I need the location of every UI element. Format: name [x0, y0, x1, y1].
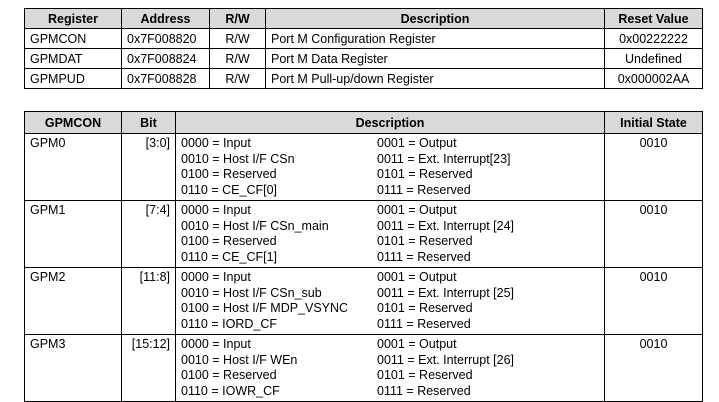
table-row: GPMPUD 0x7F008828 R/W Port M Pull-up/down R… [24, 68, 703, 89]
description-cell: 0000 = Input 0001 = Output 0010 = Host I/F… [175, 200, 605, 268]
reset-value-cell: 0x00222222 [604, 28, 703, 49]
option-item: 0111 = Reserved [377, 182, 471, 197]
table-row: GPM3 [15:12] 0000 = Input 0001 = Output 0010… [24, 334, 703, 402]
description-cell: 0000 = Input 0001 = Output 0010 = Host I/F… [175, 133, 605, 201]
header-rw: R/W [209, 8, 266, 29]
option-item: 0110 = IORD_CF [181, 316, 277, 331]
option-item: 0010 = Host I/F CSn_sub [181, 285, 322, 300]
register-name-cell: GPMCON [24, 28, 122, 49]
option-item: 0100 = Host I/F MDP_VSYNC [181, 301, 349, 315]
register-name-cell: GPMDAT [24, 48, 122, 69]
option-item: 0000 = Input [181, 270, 251, 284]
bit-range-cell: [3:0] [121, 133, 176, 201]
header-description: Description [265, 8, 605, 29]
pin-name-cell: GPM3 [24, 334, 122, 402]
option-item: 0101 = Reserved [377, 234, 473, 248]
access-cell: R/W [209, 48, 266, 69]
pin-name-cell: GPM2 [24, 267, 122, 335]
table-header-row: GPMCON Bit Description Initial State [24, 111, 703, 134]
reset-value-cell: 0x000002AA [604, 68, 703, 89]
register-name-cell: GPMPUD [24, 68, 122, 89]
option-item: 0001 = Output [377, 337, 457, 351]
description-cell: 0000 = Input 0001 = Output 0010 = Host I/F… [175, 267, 605, 335]
header-reset-value: Reset Value [604, 8, 703, 29]
option-item: 0011 = Ext. Interrupt [25] [377, 285, 515, 300]
address-cell: 0x7F008820 [121, 28, 210, 49]
option-item: 0100 = Reserved [181, 234, 277, 248]
bit-range-cell: [7:4] [121, 200, 176, 268]
access-cell: R/W [209, 68, 266, 89]
table-row: GPMDAT 0x7F008824 R/W Port M Data Register U… [24, 48, 703, 69]
option-item: 0111 = Reserved [377, 383, 471, 398]
option-item: 0010 = Host I/F WEn [181, 352, 298, 367]
initial-state-cell: 0010 [604, 133, 703, 201]
header-register: Register [24, 8, 122, 29]
table-row: GPMCON 0x7F008820 R/W Port M Configuration … [24, 28, 703, 49]
option-item: 0000 = Input [181, 203, 251, 217]
option-list: 0000 = Input 0001 = Output 0010 = Host I/F… [181, 337, 599, 399]
option-item: 0010 = Host I/F CSn [181, 151, 295, 166]
pin-name-cell: GPM0 [24, 133, 122, 201]
table-row: GPM2 [11:8] 0000 = Input 0001 = Output 0010 … [24, 267, 703, 335]
option-item: 0111 = Reserved [377, 316, 471, 331]
option-item: 0001 = Output [377, 136, 457, 150]
option-item: 0001 = Output [377, 203, 457, 217]
option-item: 0011 = Ext. Interrupt[23] [377, 151, 511, 166]
description-cell: Port M Configuration Register [265, 28, 605, 49]
option-item: 0101 = Reserved [377, 301, 473, 315]
initial-state-cell: 0010 [604, 200, 703, 268]
register-table: Register Address R/W Description Reset V… [24, 8, 703, 89]
option-item: 0111 = Reserved [377, 249, 471, 264]
option-item: 0010 = Host I/F CSn_main [181, 218, 329, 233]
initial-state-cell: 0010 [604, 267, 703, 335]
header-description: Description [175, 111, 605, 134]
description-cell: Port M Pull-up/down Register [265, 68, 605, 89]
option-item: 0000 = Input [181, 136, 251, 150]
option-item: 0000 = Input [181, 337, 251, 351]
header-bit: Bit [121, 111, 176, 134]
initial-state-cell: 0010 [604, 334, 703, 402]
table-row: GPM0 [3:0] 0000 = Input 0001 = Output 0010 =… [24, 133, 703, 201]
table-row: GPM1 [7:4] 0000 = Input 0001 = Output 0010 =… [24, 200, 703, 268]
gpmcon-table: GPMCON Bit Description Initial State GPM… [24, 111, 703, 402]
option-list: 0000 = Input 0001 = Output 0010 = Host I/F… [181, 136, 599, 198]
description-cell: 0000 = Input 0001 = Output 0010 = Host I/F… [175, 334, 605, 402]
option-list: 0000 = Input 0001 = Output 0010 = Host I/F… [181, 203, 599, 265]
option-item: 0001 = Output [377, 270, 457, 284]
bit-range-cell: [11:8] [121, 267, 176, 335]
reset-value-cell: Undefined [604, 48, 703, 69]
table-header-row: Register Address R/W Description Reset V… [24, 8, 703, 29]
header-initial-state: Initial State [604, 111, 703, 134]
header-gpmcon: GPMCON [24, 111, 122, 134]
option-list: 0000 = Input 0001 = Output 0010 = Host I/F… [181, 270, 599, 332]
option-item: 0110 = CE_CF[1] [181, 249, 278, 264]
header-address: Address [121, 8, 210, 29]
option-item: 0011 = Ext. Interrupt [24] [377, 218, 515, 233]
description-cell: Port M Data Register [265, 48, 605, 69]
bit-range-cell: [15:12] [121, 334, 176, 402]
access-cell: R/W [209, 28, 266, 49]
option-item: 0100 = Reserved [181, 167, 277, 181]
pin-name-cell: GPM1 [24, 200, 122, 268]
option-item: 0101 = Reserved [377, 368, 473, 382]
option-item: 0100 = Reserved [181, 368, 277, 382]
address-cell: 0x7F008828 [121, 68, 210, 89]
option-item: 0101 = Reserved [377, 167, 473, 181]
option-item: 0110 = CE_CF[0] [181, 182, 278, 197]
address-cell: 0x7F008824 [121, 48, 210, 69]
option-item: 0011 = Ext. Interrupt [26] [377, 352, 515, 367]
option-item: 0110 = IOWR_CF [181, 383, 280, 398]
